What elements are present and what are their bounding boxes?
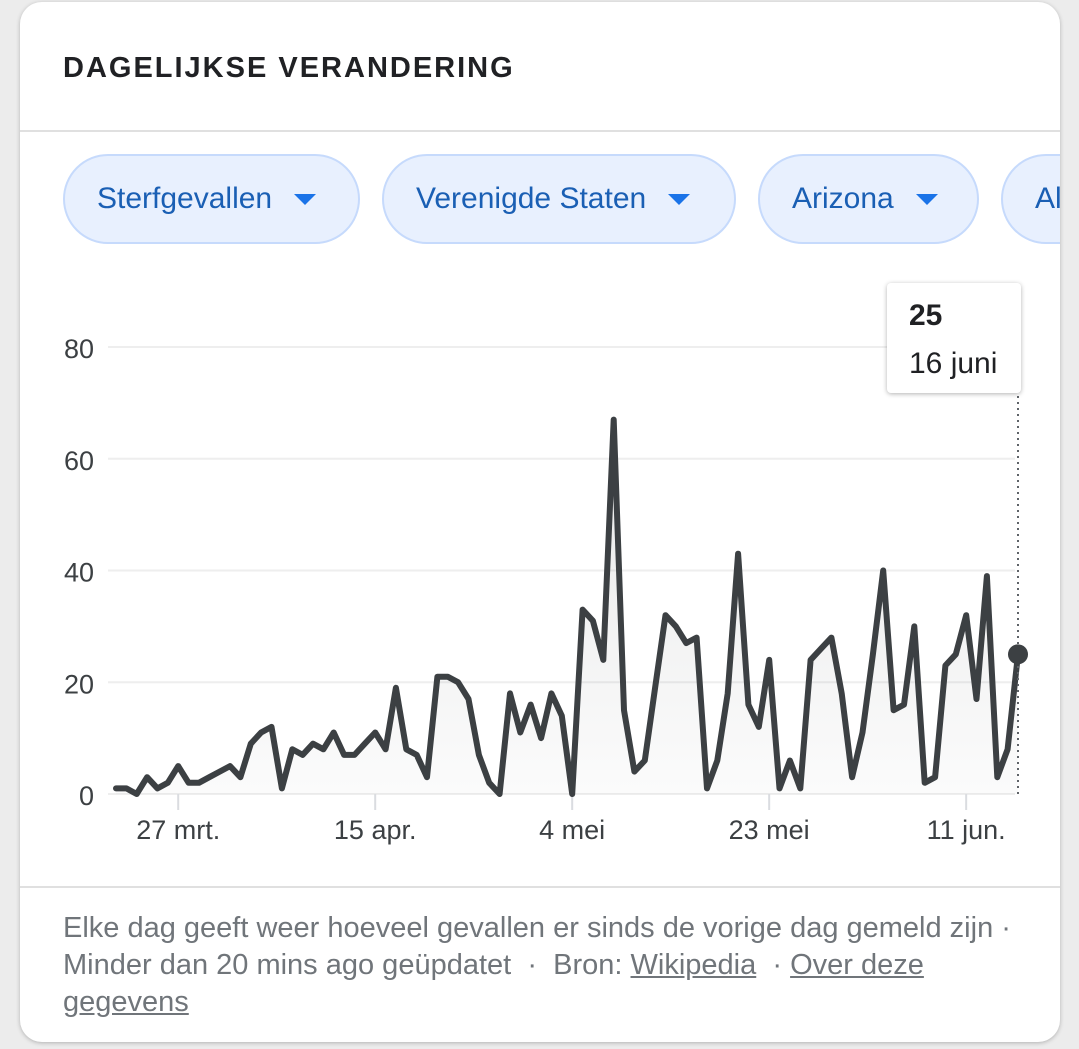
- y-tick-label: 0: [79, 781, 94, 811]
- x-tick-label: 11 jun.: [927, 815, 1006, 845]
- chart-footer: Elke dag geeft weer hoeveel gevallen er …: [63, 910, 1023, 1021]
- footer-source-label: Bron:: [553, 949, 623, 981]
- region-filter-chip[interactable]: Arizona: [758, 154, 979, 244]
- wikipedia-link[interactable]: Wikipedia: [630, 949, 757, 981]
- period-filter-chip[interactable]: Al: [1001, 154, 1060, 244]
- hover-point: [1008, 644, 1028, 665]
- dropdown-arrow-icon: [668, 193, 691, 205]
- y-tick-label: 80: [64, 334, 94, 364]
- about-data-link[interactable]: Over deze gegevens: [63, 949, 924, 1018]
- x-tick-label: 4 mei: [539, 815, 605, 845]
- chart-tooltip: 25 16 juni: [887, 283, 1021, 393]
- period-filter-label: Al: [1035, 182, 1060, 215]
- series-line: [113, 416, 1021, 797]
- footer-description: Elke dag geeft weer hoeveel gevallen er …: [63, 912, 994, 944]
- y-tick-label: 60: [64, 446, 94, 476]
- footer-divider: [20, 886, 1060, 888]
- y-tick-label: 40: [64, 558, 94, 588]
- country-filter-label: Verenigde Staten: [416, 182, 647, 215]
- daily-change-card: DAGELIJKSE VERANDERING Sterfgevallen Ver…: [20, 2, 1060, 1042]
- dropdown-arrow-icon: [915, 193, 938, 205]
- daily-change-chart[interactable]: 0 20 40 60 80 27 mrt. 15 apr. 4 mei 23 mei 11 jun…: [20, 272, 1060, 872]
- x-tick-label: 27 mrt.: [136, 815, 220, 845]
- metric-filter-label: Sterfgevallen: [97, 182, 273, 215]
- x-tick-label: 23 mei: [729, 815, 810, 845]
- metric-filter-chip[interactable]: Sterfgevallen: [63, 154, 360, 244]
- card-title: DAGELIJKSE VERANDERING: [63, 52, 515, 84]
- tooltip-value: 25: [909, 299, 943, 332]
- region-filter-label: Arizona: [792, 182, 894, 215]
- country-filter-chip[interactable]: Verenigde Staten: [382, 154, 736, 244]
- y-tick-label: 20: [64, 669, 94, 699]
- footer-separator: ·: [1001, 912, 1011, 944]
- footer-separator: ·: [772, 949, 783, 981]
- footer-separator: ·: [527, 949, 537, 981]
- x-tick-label: 15 apr.: [334, 815, 417, 845]
- tooltip-date: 16 juni: [909, 347, 998, 380]
- footer-updated: Minder dan 20 mins ago geüpdatet: [63, 949, 512, 981]
- dropdown-arrow-icon: [294, 193, 317, 205]
- header-divider: [20, 130, 1060, 132]
